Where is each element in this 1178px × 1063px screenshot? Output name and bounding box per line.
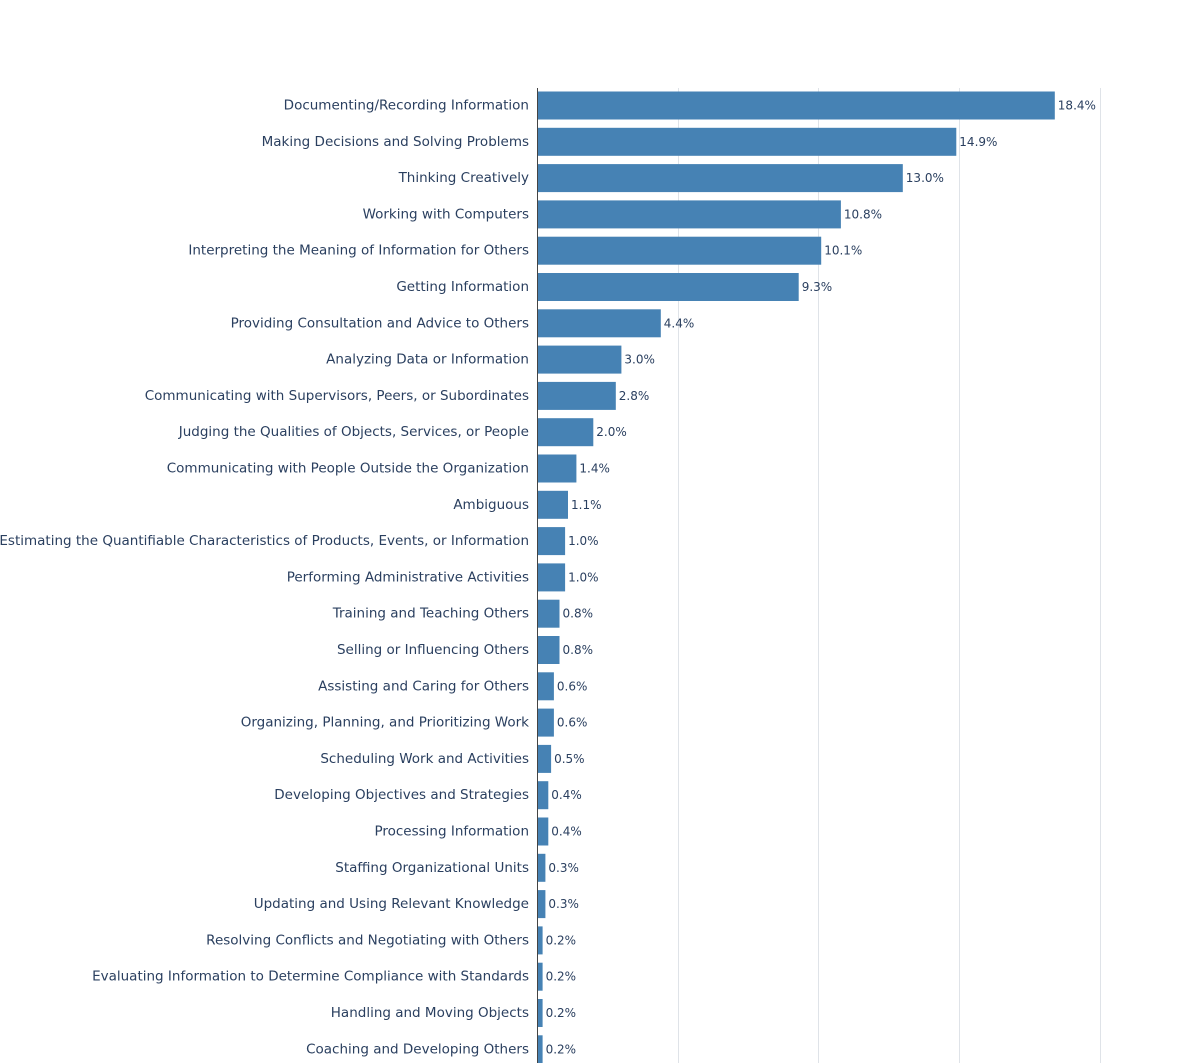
value-label: 0.6% <box>557 679 588 693</box>
bar-3[interactable] <box>537 200 841 229</box>
category-label: Developing Objectives and Strategies <box>274 787 529 803</box>
bar-19[interactable] <box>537 781 549 810</box>
category-label: Communicating with Supervisors, Peers, o… <box>145 388 529 404</box>
gridlines <box>678 88 1101 1063</box>
value-label: 1.1% <box>571 498 602 512</box>
bar-16[interactable] <box>537 672 554 701</box>
value-label: 0.4% <box>551 825 582 839</box>
bar-0[interactable] <box>537 91 1055 120</box>
bar-21[interactable] <box>537 853 546 882</box>
value-label: 10.1% <box>824 244 862 258</box>
value-label: 4.4% <box>664 316 695 330</box>
category-label: Training and Teaching Others <box>332 606 529 622</box>
bar-2[interactable] <box>537 164 903 193</box>
value-label: 10.8% <box>844 207 882 221</box>
bar-4[interactable] <box>537 236 822 265</box>
bar-1[interactable] <box>537 127 957 156</box>
bar-22[interactable] <box>537 890 546 919</box>
value-label: 1.0% <box>568 570 599 584</box>
bar-15[interactable] <box>537 636 560 664</box>
bar-26[interactable] <box>537 1035 543 1063</box>
category-label: Getting Information <box>396 279 529 295</box>
bar-17[interactable] <box>537 708 554 737</box>
bar-18[interactable] <box>537 744 552 773</box>
category-label: Working with Computers <box>363 206 529 222</box>
bar-12[interactable] <box>537 527 566 556</box>
category-label: Processing Information <box>374 824 529 840</box>
value-label: 13.0% <box>906 171 944 185</box>
category-label: Documenting/Recording Information <box>284 98 529 114</box>
bar-24[interactable] <box>537 962 543 991</box>
category-labels: Documenting/Recording Information Making … <box>0 98 529 1058</box>
value-label: 0.5% <box>554 752 585 766</box>
value-label: 18.4% <box>1058 99 1096 113</box>
value-label: 0.2% <box>546 970 577 984</box>
category-label: Thinking Creatively <box>398 170 529 186</box>
category-label: Scheduling Work and Activities <box>320 751 529 767</box>
value-label: 0.8% <box>563 607 594 621</box>
bar-10[interactable] <box>537 454 577 483</box>
category-label: Analyzing Data or Information <box>326 352 529 368</box>
value-label: 0.6% <box>557 716 588 730</box>
category-label: Updating and Using Relevant Knowledge <box>254 896 529 912</box>
value-label: 3.0% <box>624 353 655 367</box>
bar-25[interactable] <box>537 999 543 1027</box>
bars <box>537 91 1055 1063</box>
bar-20[interactable] <box>537 817 549 846</box>
category-label: Evaluating Information to Determine Comp… <box>92 969 529 985</box>
category-label: Handling and Moving Objects <box>331 1005 529 1021</box>
value-labels: 18.4% 14.9% 13.0% 10.8% 10.1% 9.3% 4.4% 3.0% 2.8… <box>546 99 1096 1057</box>
bar-9[interactable] <box>537 418 594 447</box>
bar-6[interactable] <box>537 309 661 338</box>
value-label: 0.3% <box>548 861 579 875</box>
value-label: 1.4% <box>579 462 610 476</box>
category-label: Making Decisions and Solving Problems <box>262 134 529 150</box>
category-label: Assisting and Caring for Others <box>318 678 529 694</box>
bar-11[interactable] <box>537 490 568 519</box>
value-label: 0.2% <box>546 1006 577 1020</box>
value-label: 0.3% <box>548 897 579 911</box>
value-label: 0.4% <box>551 788 582 802</box>
bar-7[interactable] <box>537 345 622 374</box>
category-label: Ambiguous <box>453 497 529 513</box>
bar-14[interactable] <box>537 599 560 628</box>
value-label: 0.2% <box>546 933 577 947</box>
category-label: Performing Administrative Activities <box>287 569 529 585</box>
category-label: Coaching and Developing Others <box>306 1041 529 1057</box>
category-label: Providing Consultation and Advice to Oth… <box>231 315 529 331</box>
bar-13[interactable] <box>537 563 566 592</box>
category-label: Organizing, Planning, and Prioritizing W… <box>241 715 529 731</box>
value-label: 0.2% <box>546 1042 577 1056</box>
value-label: 2.8% <box>619 389 650 403</box>
category-label: Interpreting the Meaning of Information … <box>188 243 529 259</box>
category-label: Estimating the Quantifiable Characterist… <box>0 533 529 549</box>
value-label: 9.3% <box>802 280 833 294</box>
category-label: Selling or Influencing Others <box>337 642 529 658</box>
category-label: Resolving Conflicts and Negotiating with… <box>206 932 529 948</box>
bar-8[interactable] <box>537 381 616 410</box>
value-label: 0.8% <box>563 643 594 657</box>
category-label: Communicating with People Outside the Or… <box>167 461 529 477</box>
category-label: Judging the Qualities of Objects, Servic… <box>178 424 529 440</box>
value-label: 14.9% <box>959 135 997 149</box>
value-label: 1.0% <box>568 534 599 548</box>
value-label: 2.0% <box>596 425 627 439</box>
category-label: Staffing Organizational Units <box>335 860 529 876</box>
bar-5[interactable] <box>537 273 799 301</box>
bar-23[interactable] <box>537 926 543 955</box>
